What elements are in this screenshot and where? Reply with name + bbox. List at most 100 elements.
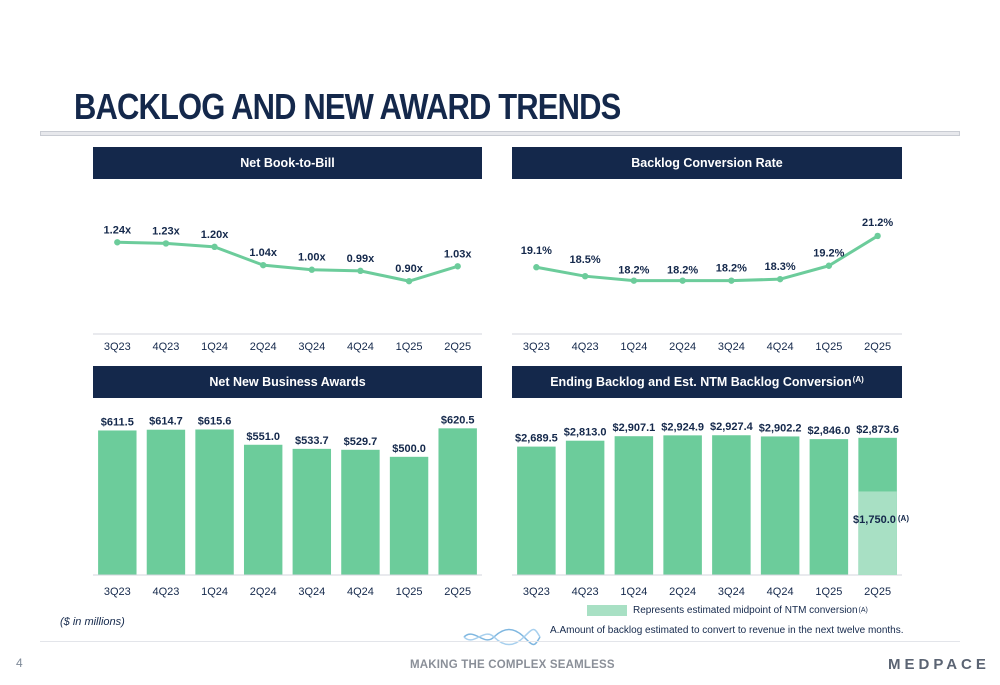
book-to-bill-tick-label: 4Q24 <box>347 341 374 353</box>
new-business-data-label: $611.5 <box>101 416 134 428</box>
conversion-rate-data-label: 21.2% <box>862 217 893 229</box>
new-business-tick-label: 1Q25 <box>396 586 423 598</box>
new-business-data-label: $551.0 <box>246 431 280 443</box>
ending-backlog-ntm-label-sup: (A) <box>898 514 909 523</box>
ending-backlog-data-label: $2,924.9 <box>661 421 704 433</box>
book-to-bill-data-label: 1.04x <box>249 247 277 259</box>
conversion-rate-tick-label: 1Q25 <box>815 341 842 353</box>
conversion-rate-series-line <box>536 234 879 283</box>
new-business-data-label: $614.7 <box>149 416 183 428</box>
book-to-bill-tick-label: 3Q24 <box>298 341 325 353</box>
book-to-bill-data-label: 1.00x <box>298 252 326 264</box>
book-to-bill-point <box>357 267 364 275</box>
book-to-bill-series-line <box>117 240 459 283</box>
ending-backlog-data-label: $2,813.0 <box>564 427 607 439</box>
ending-backlog-title-sup: (A) <box>852 374 864 384</box>
conversion-rate-point <box>581 272 589 280</box>
conversion-rate-tick-label: 4Q23 <box>572 341 599 353</box>
book-to-bill-tick-label: 4Q23 <box>152 341 179 353</box>
book-to-bill-tick-label: 2Q24 <box>250 341 277 353</box>
legend: Represents estimated midpoint of NTM con… <box>587 605 868 616</box>
page-number: 4 <box>16 656 23 670</box>
ending-backlog-chart: $2,689.5 3Q23 $2,813.0 4Q23 $2,907.1 1Q24 $2,9… <box>512 421 909 598</box>
footer-divider <box>40 641 960 642</box>
conversion-rate-tick-label: 3Q23 <box>523 341 550 353</box>
book-to-bill-tick-label: 1Q24 <box>201 341 228 353</box>
ending-backlog-data-label: $2,902.2 <box>759 422 802 434</box>
new-business-bar <box>146 429 186 575</box>
ending-backlog-data-label: $2,873.6 <box>856 424 899 436</box>
dna-helix-icon <box>463 628 541 646</box>
book-to-bill-point <box>259 261 267 269</box>
medpace-logo: MEDPACE <box>888 656 990 673</box>
conversion-rate-point <box>533 264 540 271</box>
legend-label: Represents estimated midpoint of NTM con… <box>633 605 858 616</box>
ending-backlog-bar <box>663 435 702 575</box>
new-business-bar <box>389 456 429 575</box>
new-business-bar <box>243 444 283 575</box>
conversion-rate-point <box>679 277 686 284</box>
footnote: A.Amount of backlog estimated to convert… <box>550 625 904 636</box>
book-to-bill-data-label: 1.03x <box>444 248 472 260</box>
conversion-rate-point <box>630 277 638 284</box>
book-to-bill-data-label: 1.20x <box>201 229 229 241</box>
ending-backlog-data-label: $2,927.4 <box>710 421 754 433</box>
ending-backlog-ntm-bar <box>858 491 897 575</box>
units-note: ($ in millions) <box>60 616 125 628</box>
new-business-tick-label: 1Q24 <box>201 586 228 598</box>
conversion-rate-point <box>874 232 881 240</box>
page-title: BACKLOG AND NEW AWARD TRENDS <box>74 86 621 127</box>
new-business-data-label: $529.7 <box>344 436 378 448</box>
new-business-bar <box>341 449 380 575</box>
new-business-tick-label: 2Q25 <box>444 586 471 598</box>
book-to-bill-header: Net Book-to-Bill <box>93 147 482 179</box>
conversion-rate-data-label: 18.5% <box>570 254 601 266</box>
book-to-bill-point <box>405 277 413 285</box>
legend-swatch <box>587 605 627 616</box>
ending-backlog-data-label: $2,907.1 <box>612 422 655 434</box>
conversion-rate-data-label: 19.1% <box>521 245 552 257</box>
conversion-rate-header: Backlog Conversion Rate <box>512 147 902 179</box>
book-to-bill-point <box>454 263 461 270</box>
new-business-bar <box>195 429 234 575</box>
book-to-bill-data-label: 0.90x <box>395 263 423 275</box>
conversion-rate-point <box>776 275 784 283</box>
ending-backlog-bar <box>712 435 751 575</box>
new-business-tick-label: 4Q24 <box>347 586 374 598</box>
conversion-rate-data-label: 18.3% <box>765 261 796 273</box>
conversion-rate-tick-label: 2Q24 <box>669 341 696 353</box>
new-business-tick-label: 3Q23 <box>104 586 131 598</box>
book-to-bill-tick-label: 3Q23 <box>104 341 131 353</box>
new-business-data-label: $500.0 <box>392 443 426 455</box>
conversion-rate-data-label: 19.2% <box>813 248 844 260</box>
new-business-title: Net New Business Awards <box>209 375 366 389</box>
ending-backlog-tick-label: 3Q24 <box>718 586 745 598</box>
ending-backlog-tick-label: 2Q24 <box>669 586 696 598</box>
ending-backlog-header: Ending Backlog and Est. NTM Backlog Conv… <box>512 366 902 398</box>
conversion-rate-tick-label: 1Q24 <box>620 341 647 353</box>
new-business-tick-label: 3Q24 <box>298 586 325 598</box>
book-to-bill-data-label: 0.99x <box>347 253 375 265</box>
conversion-rate-point <box>825 262 833 269</box>
conversion-rate-data-label: 18.2% <box>618 265 649 277</box>
book-to-bill-data-label: 1.24x <box>104 224 132 236</box>
book-to-bill-data-label: 1.23x <box>152 225 180 237</box>
ending-backlog-bar <box>517 446 556 575</box>
book-to-bill-tick-label: 1Q25 <box>396 341 423 353</box>
footer-tagline: MAKING THE COMPLEX SEAMLESS <box>410 659 615 671</box>
new-business-data-label: $615.6 <box>198 415 232 427</box>
book-to-bill-point <box>211 243 218 251</box>
conversion-rate-chart: 19.1% 3Q23 18.5% 4Q23 18.2% 1Q24 18.2% 2Q24 18.2… <box>512 217 902 353</box>
conversion-rate-point <box>728 277 735 284</box>
book-to-bill-chart: 1.24x 3Q23 1.23x 4Q23 1.20x 1Q24 1.04x 2Q24 1.00… <box>93 224 482 353</box>
new-business-data-label: $620.5 <box>441 414 475 426</box>
new-business-header: Net New Business Awards <box>93 366 482 398</box>
ending-backlog-tick-label: 3Q23 <box>523 586 550 598</box>
ending-backlog-bar <box>760 436 800 575</box>
book-to-bill-point <box>162 240 170 247</box>
book-to-bill-tick-label: 2Q25 <box>444 341 471 353</box>
new-business-bar <box>98 430 137 575</box>
conversion-rate-tick-label: 4Q24 <box>767 341 794 353</box>
conversion-rate-title: Backlog Conversion Rate <box>631 156 783 170</box>
legend-sup: (A) <box>858 607 868 614</box>
